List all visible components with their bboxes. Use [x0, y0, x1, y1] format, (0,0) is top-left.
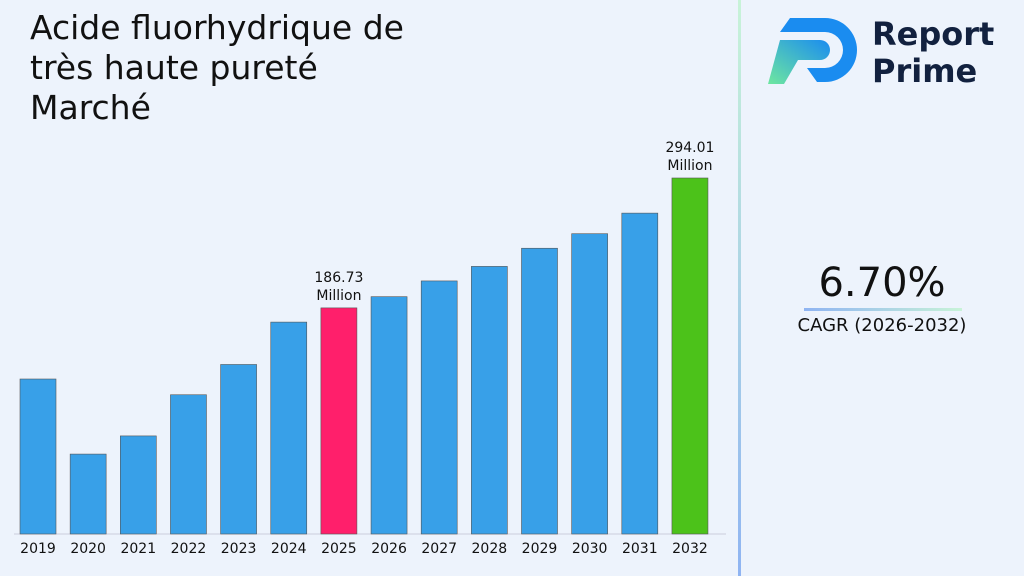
x-tick-label: 2022 — [171, 541, 207, 557]
divider — [738, 0, 741, 576]
logo: Report Prime — [768, 15, 994, 90]
x-tick-label: 2032 — [672, 541, 708, 557]
x-tick-label: 2028 — [472, 541, 508, 557]
underline — [804, 308, 962, 311]
x-tick-label: 2030 — [572, 541, 608, 557]
bar — [19, 378, 57, 535]
bar — [220, 364, 257, 535]
cagr-label: CAGR (2026-2032) — [798, 315, 967, 336]
logo-text: Report — [872, 15, 994, 53]
bar — [471, 266, 508, 535]
x-tick-label: 2031 — [622, 541, 658, 557]
bar — [671, 177, 709, 535]
x-tick-label: 2021 — [120, 541, 156, 557]
x-tick-label: 2019 — [20, 541, 56, 557]
logo-text: Prime — [872, 52, 977, 90]
bar — [120, 435, 157, 535]
bar — [270, 321, 308, 535]
x-tick-label: 2029 — [522, 541, 558, 557]
bar — [571, 233, 608, 535]
x-tick-label: 2020 — [70, 541, 106, 557]
x-tick-label: 2026 — [371, 541, 407, 557]
bar — [370, 296, 408, 535]
x-tick-label: 2025 — [321, 541, 357, 557]
bar — [69, 453, 107, 535]
x-tick-label: 2023 — [221, 541, 257, 557]
bar — [420, 280, 458, 535]
bar — [170, 394, 207, 535]
value-label: 294.01 Million — [665, 140, 714, 174]
chart-title: Acide fluorhydrique de très haute pureté… — [30, 8, 404, 127]
cagr-value: 6.70% — [818, 260, 945, 306]
x-tick-label: 2027 — [421, 541, 457, 557]
value-label: 186.73 Million — [314, 270, 363, 304]
bar — [521, 247, 558, 535]
bar — [621, 212, 659, 535]
bar — [320, 307, 358, 535]
x-tick-label: 2024 — [271, 541, 307, 557]
